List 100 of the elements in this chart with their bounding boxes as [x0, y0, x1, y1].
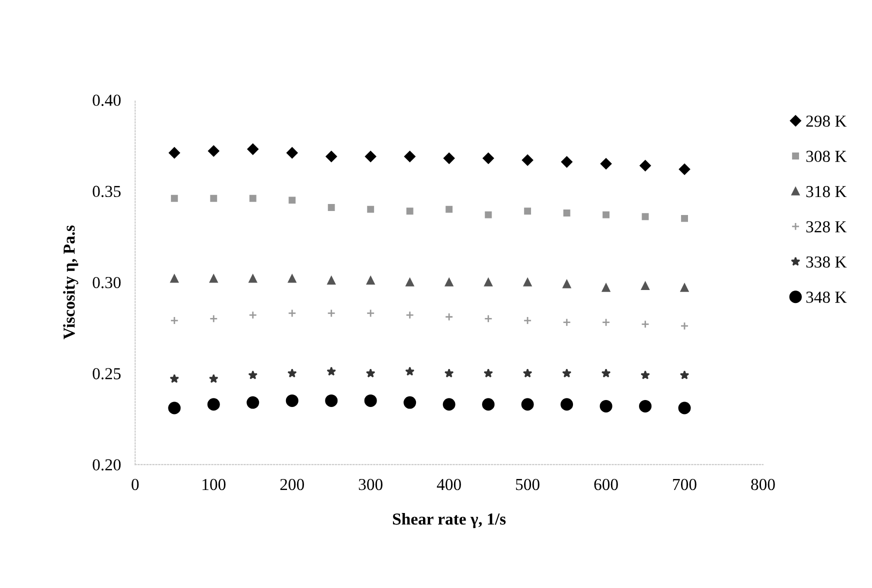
- x-axis-title: Shear rate γ, 1/s: [392, 512, 506, 528]
- y-tick-label: 0.20: [92, 459, 121, 471]
- point: [366, 368, 376, 378]
- point: [170, 316, 179, 325]
- point: [248, 274, 258, 283]
- point: [560, 398, 574, 411]
- point: [366, 309, 375, 318]
- point: [639, 400, 652, 412]
- point: [325, 394, 338, 407]
- point: [443, 152, 455, 164]
- point: [678, 402, 691, 414]
- point: [523, 278, 532, 286]
- point: [444, 368, 454, 378]
- point: [680, 322, 689, 330]
- point: [207, 398, 220, 411]
- x-tick-label: 200: [280, 478, 304, 490]
- point: [522, 154, 534, 166]
- point: [366, 276, 375, 285]
- legend-label: 298 K: [806, 116, 847, 127]
- legend-label: 328 K: [806, 221, 847, 232]
- point: [364, 150, 376, 162]
- point: [602, 211, 610, 218]
- point: [209, 274, 218, 283]
- point: [210, 194, 218, 202]
- point: [327, 309, 336, 318]
- point: [641, 320, 650, 328]
- point: [248, 370, 258, 380]
- legend-label: 318 K: [806, 186, 847, 198]
- point: [442, 398, 456, 411]
- point: [406, 278, 414, 286]
- point: [642, 213, 649, 220]
- point: [484, 314, 492, 323]
- point: [367, 206, 374, 213]
- point: [484, 278, 492, 286]
- point: [602, 284, 610, 292]
- point: [446, 206, 453, 213]
- point: [561, 156, 572, 168]
- point: [327, 276, 336, 285]
- point: [209, 314, 218, 323]
- point: [640, 370, 650, 380]
- point: [562, 318, 571, 327]
- y-axis-title: Viscosity η, Pa.s: [63, 225, 78, 340]
- x-tick-label: 700: [673, 478, 696, 490]
- point: [524, 208, 532, 215]
- point: [208, 374, 218, 383]
- point: [600, 158, 612, 170]
- y-tick-label: 0.25: [92, 368, 121, 380]
- x-tick-label: 300: [358, 478, 382, 490]
- point: [482, 152, 494, 164]
- point: [328, 204, 335, 211]
- point: [602, 318, 610, 327]
- point: [168, 147, 180, 158]
- x-tick-label: 500: [516, 478, 540, 490]
- point: [326, 366, 336, 376]
- point: [562, 368, 572, 378]
- point: [600, 400, 612, 412]
- point: [168, 402, 181, 414]
- point: [404, 150, 416, 162]
- point: [482, 398, 495, 411]
- point: [249, 194, 256, 202]
- x-tick-label: 100: [202, 478, 226, 490]
- point: [286, 394, 298, 407]
- point: [640, 160, 651, 172]
- point: [170, 374, 180, 383]
- point: [521, 398, 534, 411]
- x-tick-label: 800: [751, 478, 775, 490]
- point: [405, 366, 414, 376]
- legend-label: 308 K: [806, 150, 847, 162]
- point: [406, 310, 414, 320]
- x-tick-label: 600: [594, 478, 618, 490]
- point: [286, 147, 298, 158]
- y-tick-label: 0.30: [92, 276, 121, 288]
- point: [246, 396, 260, 409]
- point: [641, 282, 650, 290]
- legend-label: 338 K: [806, 256, 847, 268]
- point: [288, 196, 296, 204]
- point: [287, 368, 297, 378]
- point: [208, 145, 220, 157]
- point: [484, 368, 493, 378]
- point: [678, 164, 690, 175]
- point: [681, 214, 688, 222]
- legend-label: 348 K: [806, 292, 847, 303]
- y-tick-label: 0.40: [92, 94, 121, 106]
- point: [288, 309, 296, 318]
- point: [523, 316, 532, 325]
- point: [248, 310, 258, 320]
- point: [247, 144, 258, 155]
- point: [680, 284, 689, 292]
- point: [404, 396, 416, 409]
- point: [680, 370, 690, 380]
- point: [562, 280, 571, 288]
- point: [364, 394, 377, 407]
- y-tick-label: 0.35: [92, 186, 121, 198]
- point: [326, 150, 337, 162]
- point: [601, 368, 611, 378]
- point: [288, 274, 296, 283]
- x-tick-label: 400: [436, 478, 461, 490]
- point: [444, 312, 454, 322]
- point: [563, 210, 570, 216]
- point: [522, 368, 532, 378]
